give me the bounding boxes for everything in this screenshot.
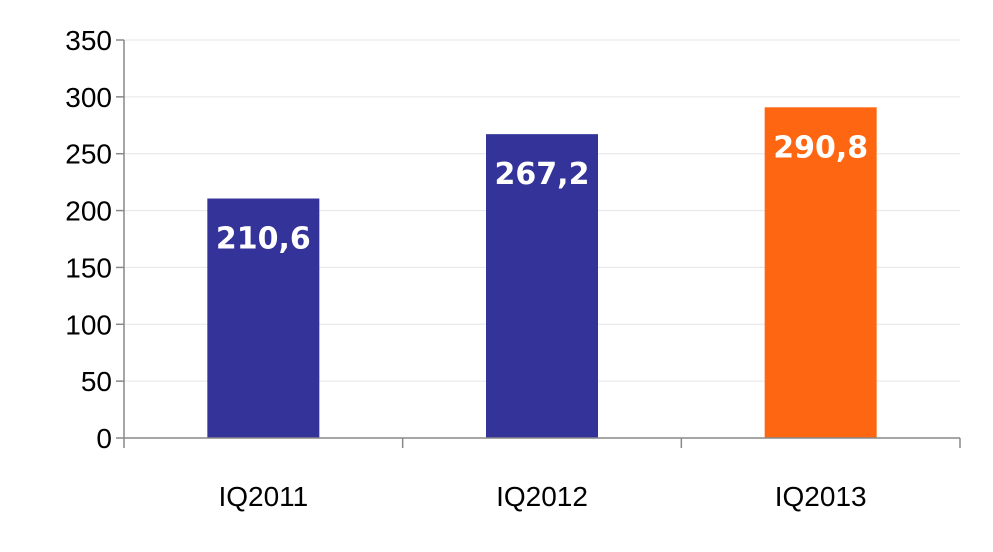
y-tick-label: 100 xyxy=(65,309,112,340)
data-label: 267,2 xyxy=(495,157,590,192)
data-label: 290,8 xyxy=(773,130,868,165)
y-tick-label: 250 xyxy=(65,139,112,170)
x-tick-label: IQ2013 xyxy=(775,481,867,512)
data-labels: 210,6 267,2 290,8 xyxy=(216,130,868,256)
y-tick-label: 150 xyxy=(65,252,112,283)
y-tick-label: 50 xyxy=(81,366,112,397)
y-tick-label: 350 xyxy=(65,25,112,56)
x-tick-label: IQ2012 xyxy=(496,481,588,512)
y-tick-label: 200 xyxy=(65,196,112,227)
y-axis-ticks: 0 50 100 150 200 250 300 350 xyxy=(65,25,124,454)
y-tick-label: 0 xyxy=(96,423,112,454)
bar xyxy=(486,134,598,438)
data-label: 210,6 xyxy=(216,222,311,257)
bar xyxy=(764,107,877,439)
axes xyxy=(123,40,960,439)
bar xyxy=(207,198,320,438)
y-tick-label: 300 xyxy=(65,82,112,113)
bars xyxy=(207,107,877,439)
x-axis-ticks: IQ2011 IQ2012 IQ2013 xyxy=(123,438,961,512)
x-tick-label: IQ2011 xyxy=(218,481,308,512)
